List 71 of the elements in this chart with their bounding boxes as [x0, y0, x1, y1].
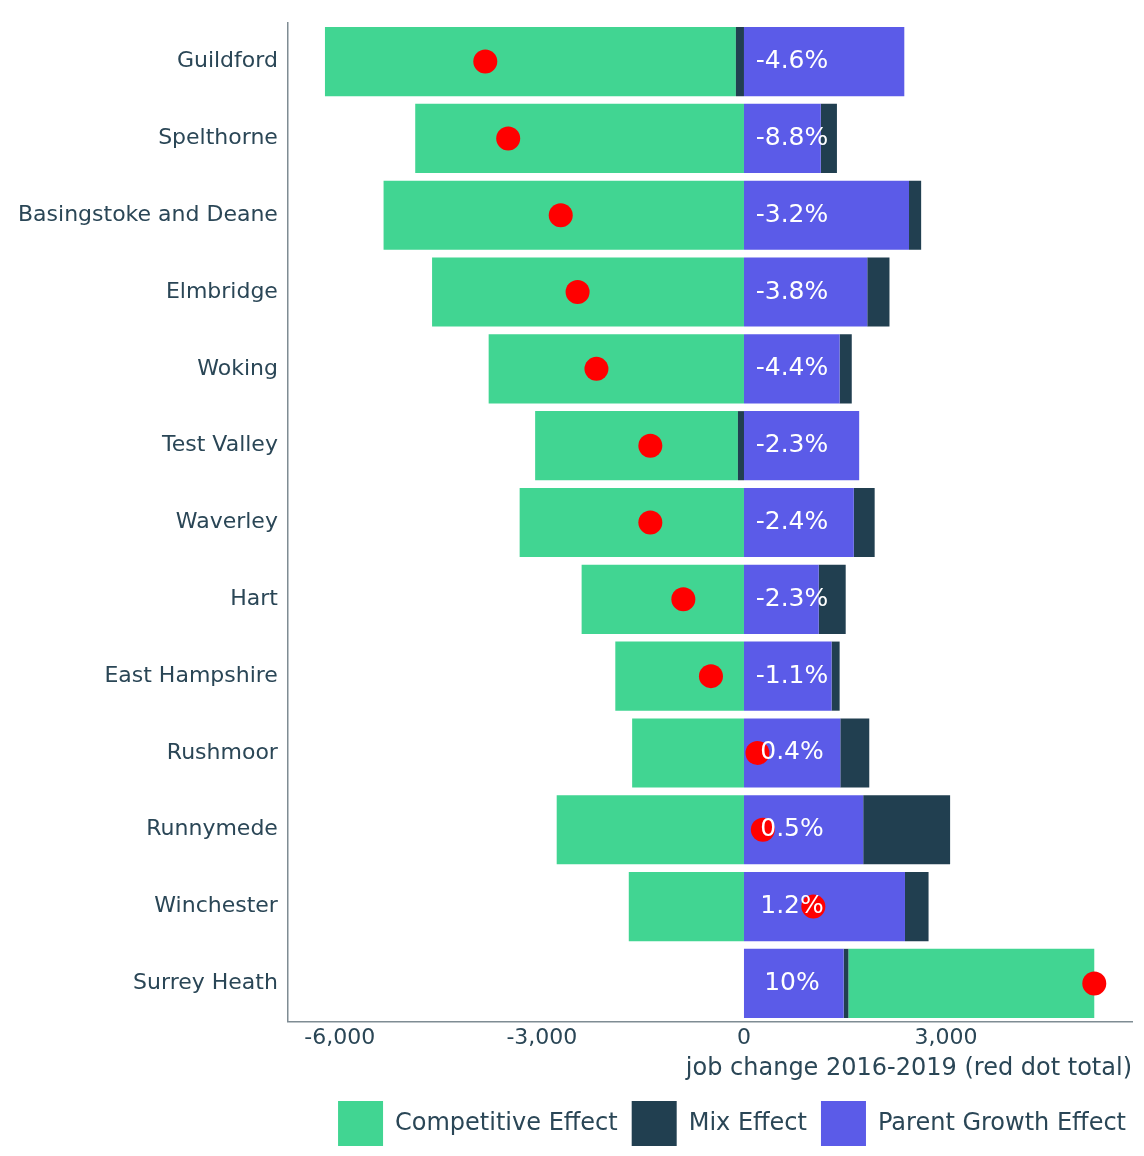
- bar: [432, 257, 744, 327]
- bar: [840, 718, 870, 788]
- y-tick-label: Elmbridge: [165, 277, 278, 303]
- bar: [743, 334, 840, 404]
- legend-label: Competitive Effect: [395, 1107, 618, 1136]
- y-tick-label: Surrey Heath: [133, 969, 278, 995]
- legend-label: Parent Growth Effect: [877, 1107, 1126, 1136]
- point: [1082, 971, 1107, 996]
- bar: [737, 411, 744, 481]
- bar: [535, 411, 738, 481]
- y-tick-label: Guildford: [176, 47, 278, 73]
- bar: [556, 795, 744, 865]
- x-tick-label: -3,000: [506, 1023, 578, 1049]
- bar: [853, 487, 875, 558]
- bar: [867, 257, 890, 327]
- bar: [839, 334, 852, 404]
- bar: [519, 487, 744, 558]
- bar: [615, 641, 744, 711]
- point: [496, 126, 521, 151]
- bar: [743, 257, 868, 327]
- bar: [415, 103, 744, 173]
- bar: [743, 411, 860, 481]
- point: [473, 49, 498, 74]
- bar: [904, 872, 929, 942]
- point: [698, 664, 723, 689]
- y-tick-label: Test Valley: [160, 431, 278, 457]
- annotation: -1.1%: [755, 659, 829, 689]
- bar: [581, 564, 744, 634]
- annotation: -4.4%: [755, 352, 829, 382]
- legend-label: Mix Effect: [688, 1107, 807, 1136]
- point: [548, 203, 573, 228]
- bar: [628, 872, 744, 942]
- bar: [383, 180, 744, 250]
- annotation: 10%: [764, 966, 820, 996]
- x-tick-label: -6,000: [304, 1023, 376, 1049]
- point: [584, 356, 609, 381]
- bar: [848, 948, 1095, 1018]
- annotation: -2.3%: [755, 429, 829, 459]
- y-tick-label: Rushmoor: [166, 738, 279, 764]
- y-tick-label: Spelthorne: [158, 124, 278, 150]
- bar: [863, 795, 951, 865]
- y-tick-label: Winchester: [154, 892, 279, 918]
- bar: [909, 180, 922, 250]
- y-tick-label: Waverley: [175, 508, 278, 534]
- bar: [743, 27, 905, 97]
- bar: [743, 180, 910, 250]
- bar: [324, 27, 736, 97]
- bar: [831, 641, 840, 711]
- y-tick-label: Hart: [230, 585, 279, 611]
- x-axis-title: job change 2016-2019 (red dot total): [684, 1052, 1132, 1081]
- y-tick-label: Basingstoke and Deane: [17, 200, 278, 226]
- bar: [743, 872, 905, 942]
- bar: [743, 487, 854, 558]
- bar: [743, 641, 832, 711]
- point: [671, 587, 696, 612]
- annotation: -3.2%: [755, 198, 829, 228]
- x-tick-label: 0: [736, 1023, 751, 1049]
- y-tick-label: East Hampshire: [104, 661, 278, 687]
- point: [565, 280, 590, 305]
- y-tick-label: Runnymede: [146, 815, 278, 841]
- annotation: -2.4%: [755, 506, 829, 535]
- bar: [735, 27, 744, 97]
- bar: [488, 334, 744, 404]
- point: [638, 433, 663, 458]
- bar: [743, 948, 844, 1018]
- bar: [632, 718, 744, 788]
- x-tick-label: 3,000: [914, 1023, 978, 1049]
- annotation: -3.8%: [755, 275, 829, 305]
- annotation: -4.6%: [755, 45, 829, 75]
- y-tick-label: Woking: [197, 354, 278, 380]
- point: [638, 510, 663, 535]
